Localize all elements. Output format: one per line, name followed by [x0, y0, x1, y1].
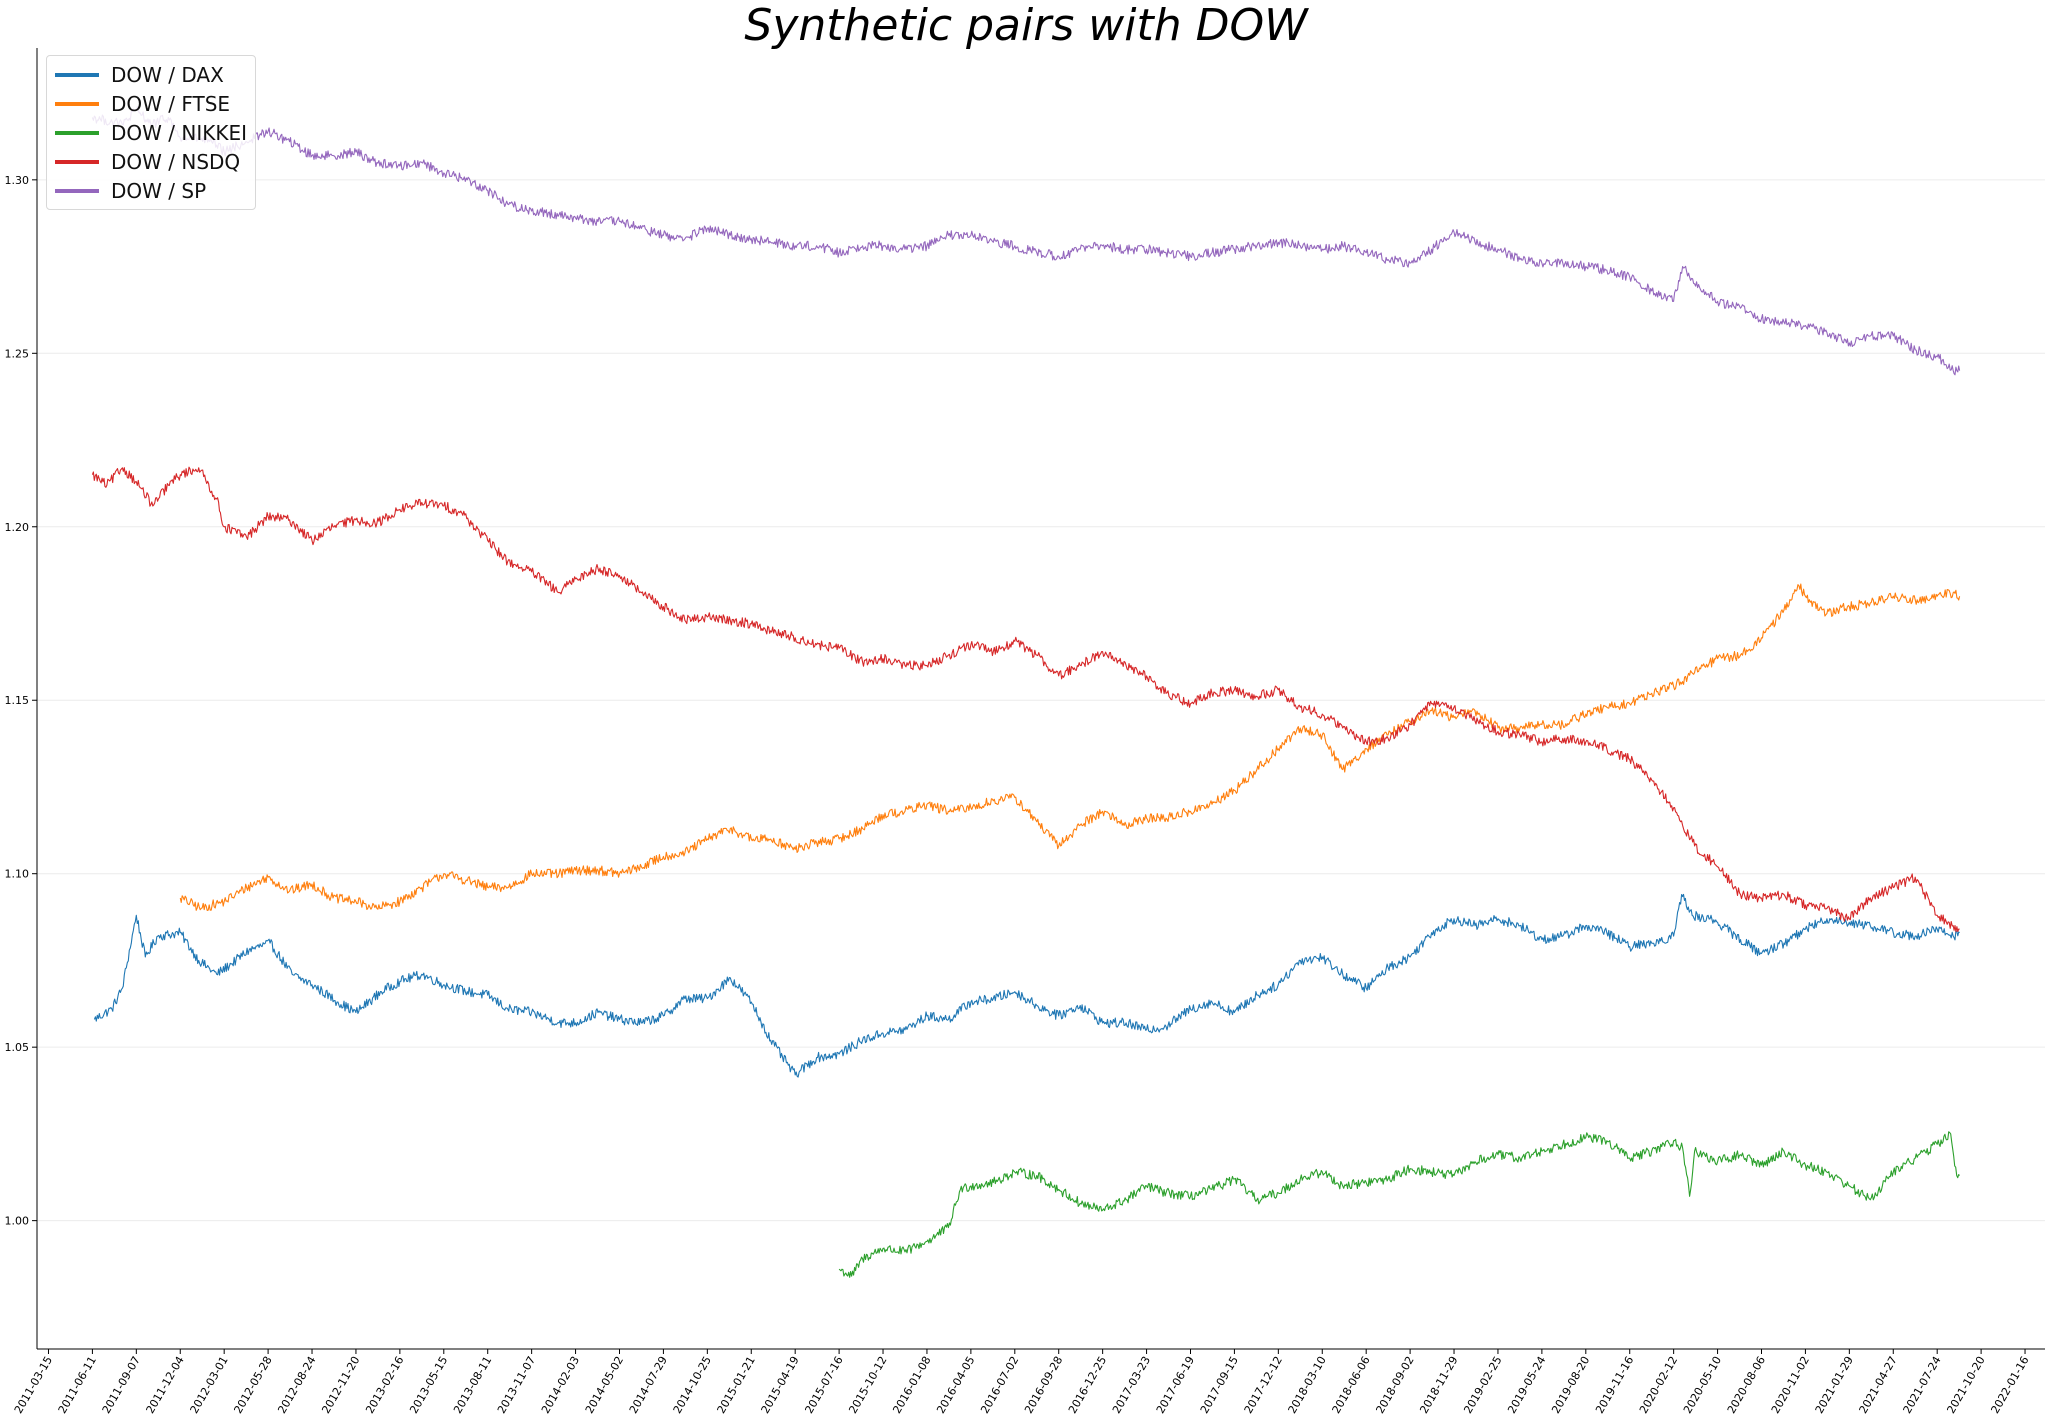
series-line-dow-dax — [93, 893, 1960, 1078]
x-tick-label: 2012-05-28 — [231, 1354, 274, 1416]
x-tick-label: 2012-11-20 — [319, 1354, 362, 1416]
x-tick-label: 2015-10-12 — [846, 1354, 889, 1416]
legend-label: DOW / FTSE — [111, 91, 231, 116]
y-tick-label: 1.05 — [5, 1041, 30, 1054]
legend-label: DOW / NIKKEI — [111, 120, 247, 145]
y-tick-label: 1.30 — [5, 174, 30, 187]
x-tick-label: 2021-01-29 — [1813, 1354, 1856, 1416]
x-tick-label: 2016-09-28 — [1022, 1354, 1065, 1416]
x-tick-label: 2011-03-15 — [12, 1354, 55, 1416]
legend-entry: DOW / NIKKEI — [55, 118, 247, 147]
x-tick-label: 2020-05-10 — [1681, 1354, 1724, 1416]
x-tick-label: 2015-07-16 — [802, 1354, 845, 1416]
x-tick-label: 2019-05-24 — [1505, 1354, 1548, 1416]
y-tick-label: 1.25 — [5, 347, 30, 360]
legend-label: DOW / DAX — [111, 62, 224, 87]
legend-swatch — [55, 188, 99, 193]
legend-entry: DOW / NSDQ — [55, 147, 247, 176]
x-tick-label: 2012-08-24 — [275, 1354, 318, 1416]
x-tick-label: 2014-07-29 — [627, 1354, 670, 1416]
legend-label: DOW / SP — [111, 178, 207, 203]
x-tick-label: 2017-09-15 — [1198, 1354, 1241, 1416]
x-tick-label: 2016-01-08 — [890, 1354, 933, 1416]
x-tick-label: 2016-04-05 — [934, 1354, 977, 1416]
x-tick-label: 2019-08-20 — [1549, 1354, 1592, 1416]
y-tick-label: 1.20 — [5, 521, 30, 534]
series-line-dow-ftse — [179, 583, 1961, 911]
x-tick-label: 2013-02-16 — [363, 1354, 406, 1416]
x-tick-label: 2020-02-12 — [1637, 1354, 1680, 1416]
chart-title: Synthetic pairs with DOW — [744, 0, 1308, 51]
x-tick-label: 2015-01-21 — [715, 1354, 758, 1416]
series-line-dow-sp — [91, 106, 1961, 376]
x-tick-label: 2019-11-16 — [1593, 1354, 1636, 1416]
x-tick-label: 2016-12-25 — [1066, 1354, 1109, 1416]
x-tick-label: 2017-03-23 — [1110, 1354, 1153, 1416]
legend: DOW / DAX DOW / FTSE DOW / NIKKEI DOW / NSD… — [46, 55, 256, 210]
x-tick-label: 2021-07-24 — [1901, 1354, 1944, 1416]
legend-swatch — [55, 101, 99, 106]
y-tick-label: 1.15 — [5, 694, 30, 707]
legend-label: DOW / NSDQ — [111, 149, 241, 174]
x-tick-label: 2012-03-01 — [188, 1354, 231, 1416]
x-tick-label: 2017-12-12 — [1242, 1354, 1285, 1416]
legend-swatch — [55, 159, 99, 164]
x-tick-label: 2020-08-06 — [1725, 1354, 1768, 1416]
y-tick-label: 1.00 — [5, 1215, 30, 1228]
x-tick-label: 2011-06-11 — [56, 1354, 99, 1416]
x-tick-label: 2020-11-02 — [1769, 1354, 1812, 1416]
x-tick-label: 2016-07-02 — [978, 1354, 1021, 1416]
legend-entry: DOW / DAX — [55, 60, 247, 89]
x-tick-label: 2013-08-11 — [451, 1354, 494, 1416]
x-tick-label: 2022-01-16 — [1988, 1354, 2031, 1416]
x-tick-label: 2015-04-19 — [759, 1354, 802, 1416]
legend-swatch — [55, 72, 99, 77]
x-tick-label: 2018-09-02 — [1373, 1354, 1416, 1416]
x-tick-label: 2021-10-20 — [1944, 1354, 1987, 1416]
y-tick-label: 1.10 — [5, 868, 30, 881]
x-tick-label: 2014-05-02 — [583, 1354, 626, 1416]
x-tick-label: 2018-06-06 — [1330, 1354, 1373, 1416]
legend-swatch — [55, 130, 99, 135]
x-tick-label: 2013-11-07 — [495, 1354, 538, 1416]
legend-entry: DOW / SP — [55, 176, 247, 205]
x-tick-label: 2014-02-03 — [539, 1354, 582, 1416]
x-tick-label: 2013-05-15 — [407, 1354, 450, 1416]
x-tick-label: 2011-12-04 — [144, 1354, 187, 1416]
x-tick-label: 2018-11-29 — [1417, 1354, 1460, 1416]
x-tick-label: 2021-04-27 — [1857, 1354, 1900, 1416]
legend-entry: DOW / FTSE — [55, 89, 247, 118]
x-tick-label: 2019-02-25 — [1461, 1354, 1504, 1416]
series-line-dow-nsdq — [91, 466, 1960, 933]
x-tick-label: 2017-06-19 — [1154, 1354, 1197, 1416]
x-tick-label: 2011-09-07 — [100, 1354, 143, 1416]
x-tick-label: 2018-03-10 — [1286, 1354, 1329, 1416]
x-tick-label: 2014-10-25 — [671, 1354, 714, 1416]
series-line-dow-nikkei — [838, 1131, 1960, 1278]
